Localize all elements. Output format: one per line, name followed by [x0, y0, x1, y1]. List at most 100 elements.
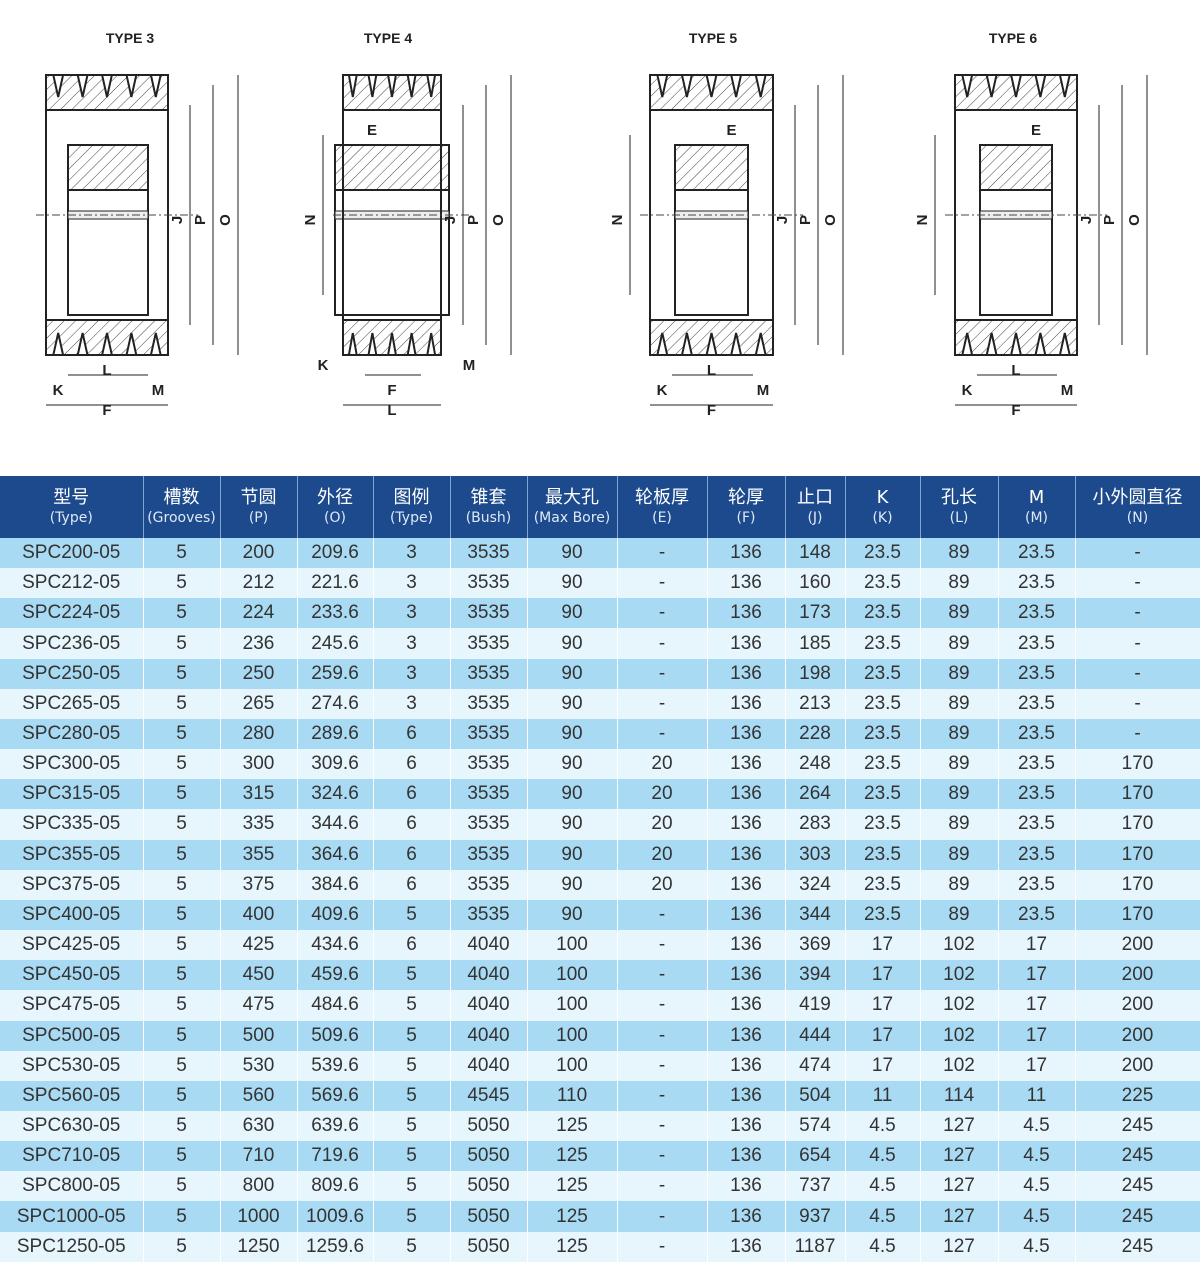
- table-cell: 89: [920, 628, 999, 659]
- table-cell: 90: [527, 538, 618, 569]
- table-cell: 136: [707, 990, 786, 1021]
- dimension-label-L: L: [102, 362, 111, 379]
- table-cell: 6: [373, 839, 451, 870]
- table-cell: 4.5: [998, 1141, 1076, 1172]
- column-header: 止口 (J): [785, 476, 846, 538]
- table-cell: -: [1075, 688, 1200, 719]
- table-cell: 125: [527, 1231, 618, 1262]
- table-cell: 23.5: [998, 688, 1076, 719]
- table-cell: 5: [143, 809, 221, 840]
- table-cell: 5: [143, 1110, 221, 1142]
- table-cell: 434.6: [297, 930, 374, 961]
- table-cell: 90: [527, 628, 618, 659]
- table-cell: 245: [1075, 1201, 1200, 1232]
- table-cell: 136: [707, 839, 786, 870]
- table-cell: 136: [707, 930, 786, 961]
- table-cell: 100: [527, 990, 618, 1021]
- table-cell: 3: [373, 538, 451, 569]
- column-header-en: (Type): [49, 509, 93, 526]
- table-cell: 23.5: [845, 628, 921, 659]
- table-cell: 500: [220, 1020, 298, 1051]
- table-row: SPC1250-05 5 1250 1259.6 5 5050 125-136 1187 4.5…: [0, 1231, 1200, 1262]
- table-cell: 5: [143, 779, 221, 810]
- table-cell: 5: [143, 538, 221, 569]
- table-cell: SPC335-05: [0, 809, 144, 840]
- column-header: 轮厚 (F): [707, 476, 786, 538]
- table-cell: SPC800-05: [0, 1171, 144, 1202]
- table-cell: 639.6: [297, 1110, 374, 1142]
- groove-rim-bottom: [649, 319, 774, 356]
- table-cell: -: [617, 628, 708, 659]
- table-row: SPC710-05 5 710 719.6 5 5050 125-136 654 4.5 127 4…: [0, 1141, 1200, 1172]
- dimension-label-K: K: [53, 382, 64, 399]
- table-cell: 4.5: [998, 1171, 1076, 1202]
- column-header-en: (M): [1024, 509, 1048, 526]
- table-cell: 1259.6: [297, 1231, 374, 1262]
- table-cell: 127: [920, 1110, 999, 1142]
- table-cell: SPC315-05: [0, 779, 144, 810]
- groove-rim-bottom: [45, 319, 169, 356]
- table-cell: 3: [373, 658, 451, 689]
- table-row: SPC236-05 5 236 245.6 3 3535 90-136 185 23.5 89 23…: [0, 628, 1200, 659]
- table-cell: 225: [1075, 1080, 1200, 1111]
- table-cell: 4.5: [998, 1231, 1076, 1262]
- table-cell: -: [617, 990, 708, 1021]
- table-row: SPC1000-05 5 1000 1009.6 5 5050 125-136 937 4.5 1…: [0, 1201, 1200, 1232]
- table-cell: 170: [1075, 869, 1200, 900]
- table-cell: SPC355-05: [0, 839, 144, 870]
- table-cell: 5: [143, 1171, 221, 1202]
- table-cell: 375: [220, 869, 298, 900]
- table-cell: 3535: [450, 598, 528, 629]
- table-cell: 23.5: [998, 839, 1076, 870]
- table-cell: 17: [845, 930, 921, 961]
- table-cell: 17: [998, 960, 1076, 991]
- dimension-label-K: K: [657, 382, 668, 399]
- column-header-cn: 小外圆直径: [1092, 487, 1183, 508]
- hub-top: [979, 144, 1053, 191]
- table-cell: 125: [527, 1201, 618, 1232]
- dimension-label-E: E: [1031, 122, 1041, 139]
- hub-top: [67, 144, 149, 191]
- table-cell: 198: [785, 658, 846, 689]
- spec-table: 型号 (Type) 槽数 (Grooves) 节圆 (P) 外径 (O) 图例 (Type) 锥套(…: [0, 476, 1200, 1262]
- table-cell: 394: [785, 960, 846, 991]
- table-cell: 23.5: [998, 598, 1076, 629]
- table-cell: 136: [707, 628, 786, 659]
- table-cell: 17: [998, 1050, 1076, 1081]
- table-cell: 23.5: [845, 809, 921, 840]
- groove-rim-top: [954, 74, 1078, 111]
- table-cell: -: [617, 1020, 708, 1051]
- column-header-cn: 节圆: [240, 487, 277, 508]
- table-cell: -: [1075, 538, 1200, 569]
- table-cell: 136: [707, 1020, 786, 1051]
- table-cell: 20: [617, 779, 708, 810]
- table-row: SPC800-05 5 800 809.6 5 5050 125-136 737 4.5 127 4…: [0, 1171, 1200, 1202]
- table-cell: 450: [220, 960, 298, 991]
- table-cell: 3535: [450, 749, 528, 780]
- column-header-en: (Type): [389, 509, 434, 526]
- table-cell: 4.5: [845, 1110, 921, 1142]
- table-cell: 89: [920, 779, 999, 810]
- table-cell: 11: [998, 1080, 1076, 1111]
- table-cell: 89: [920, 839, 999, 870]
- column-header-cn: 槽数: [163, 487, 200, 508]
- table-cell: 630: [220, 1110, 298, 1142]
- dimension-label-E: E: [367, 122, 377, 139]
- column-header-en: (J): [807, 509, 823, 526]
- table-cell: 23.5: [845, 779, 921, 810]
- table-cell: 209.6: [297, 538, 374, 569]
- dimension-label-O: O: [1126, 214, 1143, 226]
- groove-rim-top: [45, 74, 169, 111]
- table-cell: 1187: [785, 1231, 846, 1262]
- table-cell: 23.5: [998, 869, 1076, 900]
- table-cell: 23.5: [998, 779, 1076, 810]
- table-header-row: 型号 (Type) 槽数 (Grooves) 节圆 (P) 外径 (O) 图例 (Type) 锥套(…: [0, 476, 1200, 538]
- table-cell: 303: [785, 839, 846, 870]
- dimension-label-F: F: [1011, 402, 1020, 419]
- table-cell: 200: [1075, 1050, 1200, 1081]
- table-cell: 23.5: [998, 568, 1076, 599]
- table-cell: 3535: [450, 688, 528, 719]
- dimension-label-L: L: [1011, 362, 1020, 379]
- table-cell: 474: [785, 1050, 846, 1081]
- table-cell: 136: [707, 1110, 786, 1142]
